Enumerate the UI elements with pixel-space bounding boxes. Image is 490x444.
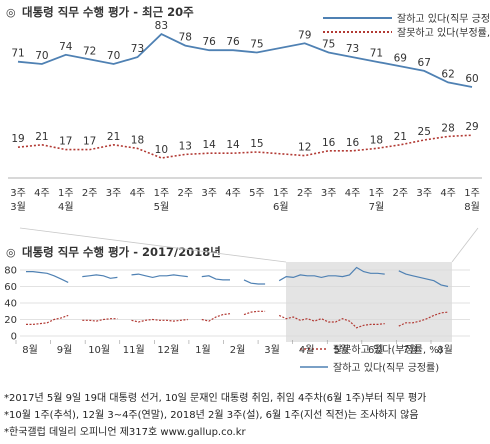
approve-data-label: 76 [226,36,240,48]
top-x-tick-label: 4주 [345,188,361,199]
approve-data-label: 69 [394,52,407,64]
top-x-month-label: 6월 [273,201,289,213]
disapprove-data-label: 21 [394,131,407,143]
approve-data-label: 70 [107,50,120,62]
footnote-2: *10월 1주(추석), 12월 3~4주(연말), 2018년 2월 3주(설… [4,410,419,421]
approve-data-label: 70 [35,50,48,62]
approve-data-label: 72 [83,45,96,57]
top-x-month-label: 3월 [10,201,26,213]
approve-data-label: 73 [346,43,359,55]
top-x-tick-label: 2주 [82,188,98,199]
approve-data-label: 75 [250,39,263,51]
disapprove-series-line [17,134,473,159]
footnote-3: *한국갤럽 데일리 오피니언 제317호 www.gallup.co.kr [4,427,246,438]
disapprove-data-label: 18 [131,134,144,146]
top-x-tick-label: 3주 [321,188,337,199]
top-x-tick-label: 3주 [106,188,122,199]
approve-data-label: 83 [155,20,168,32]
disapprove-data-label: 14 [226,139,240,151]
legend-disapprove-label: 잘못하고 있다(부정률, %) [397,26,490,39]
disapprove-data-label: 25 [418,126,431,138]
approve-data-label: 62 [441,68,454,80]
disapprove-data-label: 12 [298,142,311,154]
approve-data-label: 76 [202,36,216,48]
top-x-month-label: 7월 [369,201,385,213]
top-x-tick-label: 2주 [393,188,409,199]
title-symbol: ◎ [6,6,16,19]
top-x-tick-label: 2주 [177,188,193,199]
disapprove-data-label: 17 [59,136,72,148]
approve-data-label: 71 [11,48,24,60]
top-x-tick-label: 1주 [154,188,170,199]
top-chart-title: 대통령 직무 수행 평가 - 최근 20주 [22,5,194,19]
disapprove-data-label: 28 [441,122,454,134]
approve-data-label: 71 [370,48,383,60]
approve-series-line [17,33,473,88]
top-x-tick-label: 4주 [440,188,456,199]
top-x-tick-label: 2주 [297,188,313,199]
approve-data-label: 60 [465,73,478,85]
disapprove-data-label: 18 [370,134,383,146]
disapprove-data-label: 15 [250,138,263,150]
approve-data-label: 73 [131,43,144,55]
footnote-1: *2017년 5월 9일 19대 대통령 선거, 10일 문재인 대통령 취임,… [4,393,427,404]
top-x-tick-label: 1주 [464,188,480,199]
top-x-tick-label: 3주 [10,188,26,199]
top-x-tick-label: 1주 [58,188,74,199]
approve-data-label: 75 [322,39,335,51]
top-x-tick-label: 4주 [34,188,50,199]
approve-data-label: 74 [59,41,73,53]
disapprove-data-label: 14 [202,139,216,151]
disapprove-data-label: 19 [11,133,24,145]
top-x-tick-label: 3주 [201,188,217,199]
approve-data-label: 78 [179,32,192,44]
disapprove-data-label: 17 [83,136,96,148]
top-x-month-label: 5월 [154,201,170,213]
top-x-month-label: 8월 [464,201,480,213]
top-x-tick-label: 1주 [369,188,385,199]
top-x-tick-label: 4주 [130,188,146,199]
top-x-tick-label: 3주 [416,188,432,199]
top-x-tick-label: 1주 [273,188,289,199]
disapprove-data-label: 13 [179,140,192,152]
disapprove-data-label: 21 [107,131,120,143]
disapprove-data-label: 29 [465,121,478,133]
approve-data-label: 79 [298,29,311,41]
approve-data-label: 67 [418,57,431,69]
top-x-tick-label: 5주 [249,188,265,199]
disapprove-data-label: 21 [35,131,48,143]
legend-approve-label: 잘하고 있다(직무 긍정률) [397,12,490,25]
top-x-month-label: 4월 [58,201,74,213]
disapprove-data-label: 16 [322,137,336,149]
top-x-tick-label: 4주 [225,188,241,199]
top-plot-area: 71 70 74 72 70 73 83 78 76 76 75 79 75 73 71 69 67 62 60 19… [8,20,482,213]
disapprove-data-label: 10 [155,144,168,156]
disapprove-data-label: 16 [346,137,360,149]
